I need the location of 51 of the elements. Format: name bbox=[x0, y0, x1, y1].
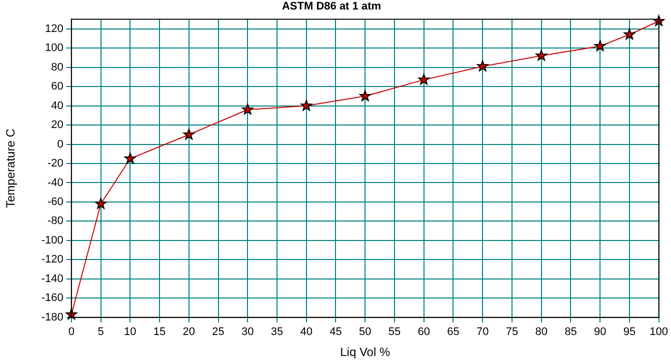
y-tick-label: 100 bbox=[45, 42, 64, 54]
y-axis-title: Temperature C bbox=[4, 128, 18, 208]
y-tick-label: -100 bbox=[41, 234, 64, 246]
x-tick-label: 90 bbox=[594, 326, 606, 338]
point bbox=[594, 40, 606, 52]
x-tick-label: 15 bbox=[153, 326, 166, 338]
y-tick-label: -20 bbox=[48, 158, 64, 170]
point bbox=[536, 50, 548, 61]
y-tick-label: 40 bbox=[51, 100, 64, 112]
x-tick-label: 70 bbox=[476, 326, 489, 338]
point bbox=[183, 128, 195, 140]
point bbox=[624, 28, 636, 40]
point bbox=[418, 74, 430, 85]
x-tick-label: 45 bbox=[330, 326, 342, 338]
y-tick-label: 20 bbox=[51, 119, 64, 132]
x-tick-label: 75 bbox=[506, 326, 518, 338]
x-tick-label: 10 bbox=[124, 326, 136, 338]
y-tick-label: 80 bbox=[51, 61, 64, 74]
x-tick-label: 80 bbox=[535, 326, 548, 338]
y-tick-label: -120 bbox=[41, 254, 64, 266]
y-tick-label: -140 bbox=[41, 272, 64, 285]
point bbox=[300, 100, 312, 111]
x-tick-label: 100 bbox=[650, 326, 668, 338]
y-tick-label: 0 bbox=[57, 138, 64, 150]
x-tick-label: 25 bbox=[212, 326, 224, 338]
x-tick-label: 60 bbox=[418, 326, 430, 338]
point bbox=[359, 90, 371, 102]
y-tick-label: -180 bbox=[41, 311, 64, 324]
x-tick-label: 35 bbox=[270, 326, 284, 338]
y-tick-label: 60 bbox=[51, 80, 64, 93]
chart-title: ASTM D86 at 1 atm bbox=[282, 0, 382, 13]
y-tick-label: 120 bbox=[45, 22, 64, 35]
x-tick-label: 85 bbox=[564, 326, 577, 338]
y-tick-label: -160 bbox=[41, 292, 64, 304]
x-tick-label: 0 bbox=[68, 326, 74, 338]
point bbox=[242, 104, 254, 115]
x-tick-label: 95 bbox=[623, 326, 636, 338]
x-tick-label: 50 bbox=[358, 326, 372, 338]
y-tick-label: -80 bbox=[48, 215, 64, 228]
y-tick-label: -60 bbox=[48, 196, 64, 208]
x-tick-label: 5 bbox=[98, 326, 104, 338]
x-tick-label: 40 bbox=[300, 326, 313, 338]
point bbox=[476, 60, 488, 72]
x-axis-title: Liq Vol % bbox=[340, 345, 390, 360]
x-tick-label: 65 bbox=[447, 326, 460, 338]
x-tick-label: 20 bbox=[182, 326, 196, 338]
x-tick-label: 30 bbox=[242, 326, 254, 338]
y-tick-label: -40 bbox=[48, 176, 64, 189]
point bbox=[95, 198, 107, 209]
point bbox=[124, 152, 136, 164]
x-tick-label: 55 bbox=[388, 326, 401, 338]
